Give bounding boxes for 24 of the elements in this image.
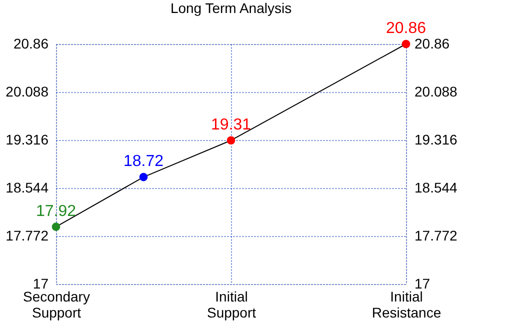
data-label: 18.72 xyxy=(123,153,164,170)
x-tick-label: Initial Resistance xyxy=(372,288,442,320)
y2-tick-label: 17.772 xyxy=(414,228,458,244)
point xyxy=(139,172,148,182)
chart-title: Long Term Analysis xyxy=(170,0,292,16)
y2-tick-label: 19.316 xyxy=(414,132,458,148)
y2-tick-label: 18.544 xyxy=(414,180,458,196)
y-tick-label: 20.088 xyxy=(6,84,49,100)
y-tick-label: 17.772 xyxy=(6,228,49,244)
y-tick-label: 20.86 xyxy=(13,36,49,52)
y2-tick-label: 20.86 xyxy=(414,36,450,52)
point xyxy=(402,40,410,48)
x-tick-label: Initial Support xyxy=(206,288,256,320)
y-tick-label: 19.316 xyxy=(6,132,49,148)
x-tick-label: Secondary Support xyxy=(23,288,90,320)
data-label: 19.31 xyxy=(210,116,252,134)
y-tick-label: 18.544 xyxy=(6,180,49,196)
y2-tick-label: 20.088 xyxy=(414,84,458,100)
point xyxy=(226,136,236,145)
point xyxy=(52,222,60,231)
data-label: 20.86 xyxy=(386,20,426,37)
y-tick-label: 17 xyxy=(32,276,49,292)
data-label: 17.92 xyxy=(36,202,76,220)
y2-tick-label: 17 xyxy=(414,276,430,292)
